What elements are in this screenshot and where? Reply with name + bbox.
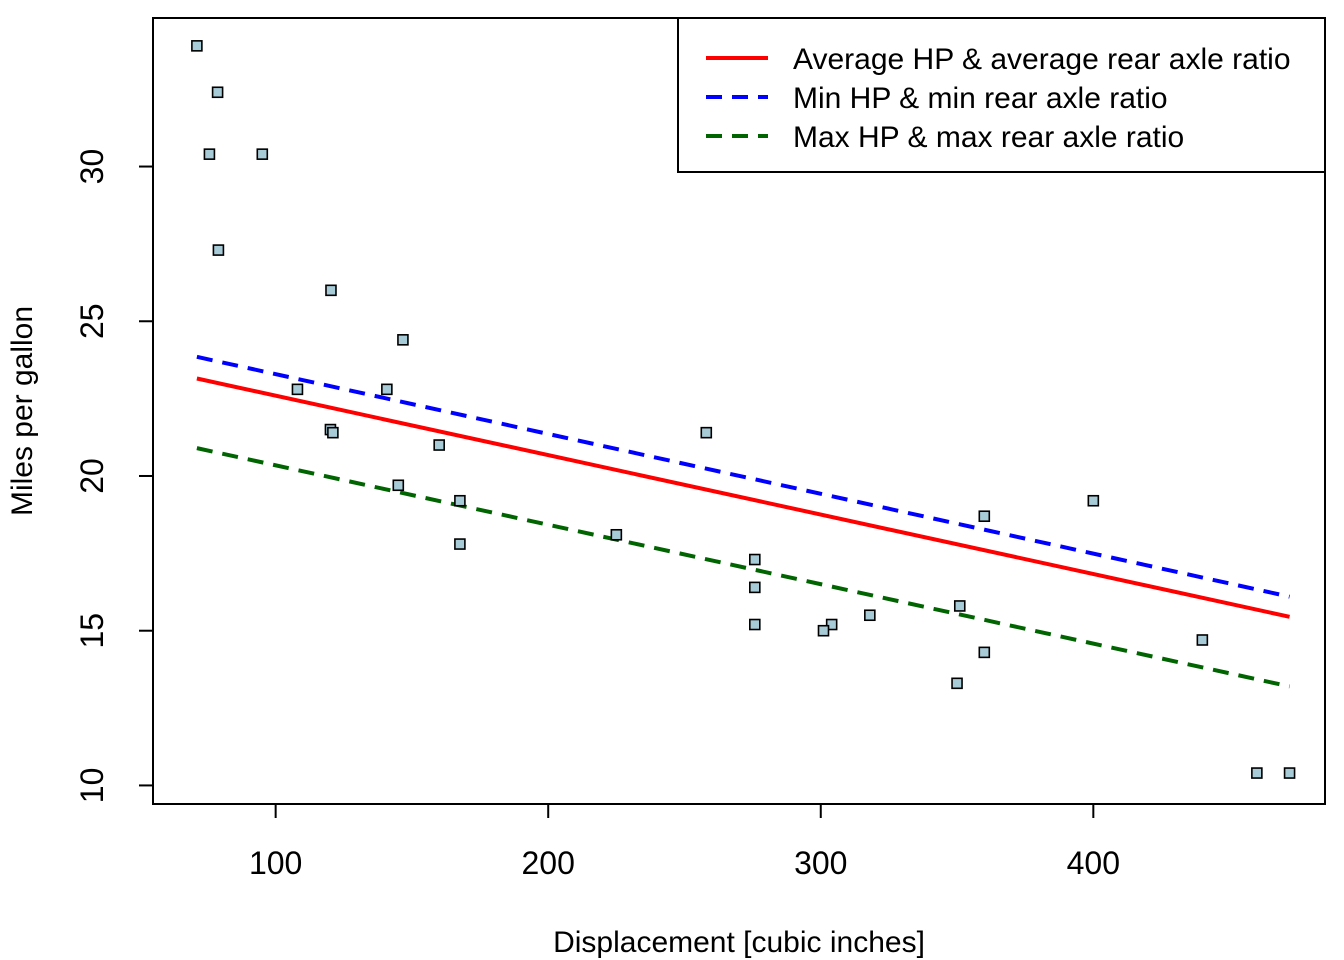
data-point [397, 334, 409, 346]
data-point [191, 40, 203, 52]
data-point [454, 538, 466, 550]
x-tick-label: 200 [522, 845, 575, 881]
data-point [454, 494, 466, 507]
data-point [749, 553, 761, 566]
data-point [978, 646, 991, 659]
data-point [864, 609, 876, 622]
fit-line [196, 354, 1290, 599]
y-tick-label: 15 [74, 613, 110, 649]
data-point [291, 383, 304, 396]
x-tick-label: 400 [1067, 845, 1120, 881]
data-point [327, 426, 339, 439]
data-point [749, 618, 761, 631]
fit-line [196, 446, 1290, 689]
y-tick-label: 25 [74, 303, 110, 339]
data-point [325, 284, 337, 297]
data-point [953, 600, 966, 612]
y-tick-label: 10 [74, 768, 110, 804]
data-point [381, 383, 393, 396]
data-point [211, 86, 224, 99]
data-point [203, 148, 216, 160]
data-point [1251, 767, 1263, 779]
x-tick-label: 300 [794, 845, 847, 881]
data-point [978, 510, 991, 523]
data-point [433, 439, 445, 451]
data-point [610, 528, 623, 541]
y-axis-title: Miles per gallon [6, 306, 39, 516]
data-point [825, 618, 838, 631]
data-point [212, 244, 225, 256]
data-points [191, 40, 1296, 779]
legend: Average HP & average rear axle ratio Min … [677, 17, 1326, 173]
fit-line [196, 376, 1290, 619]
data-point [700, 426, 713, 439]
legend-label: Min HP & min rear axle ratio [793, 82, 1168, 115]
data-point [749, 581, 761, 594]
data-point [256, 148, 269, 160]
x-axis: 100 200 300 400 [249, 803, 1120, 881]
data-point [1087, 494, 1100, 507]
y-tick-label: 20 [74, 458, 110, 494]
y-tick-label: 30 [74, 149, 110, 185]
data-point [951, 677, 963, 690]
data-point [817, 624, 830, 637]
legend-label: Average HP & average rear axle ratio [793, 43, 1291, 76]
data-point [1196, 634, 1209, 646]
x-axis-title: Displacement [cubic inches] [553, 926, 925, 959]
x-tick-label: 100 [249, 845, 302, 881]
legend-label: Max HP & max rear axle ratio [793, 121, 1184, 154]
fit-lines [196, 354, 1290, 689]
legend-box [677, 17, 1326, 173]
data-point [392, 479, 405, 492]
data-point [1283, 767, 1296, 779]
y-axis: 10 15 20 25 30 [74, 149, 154, 804]
